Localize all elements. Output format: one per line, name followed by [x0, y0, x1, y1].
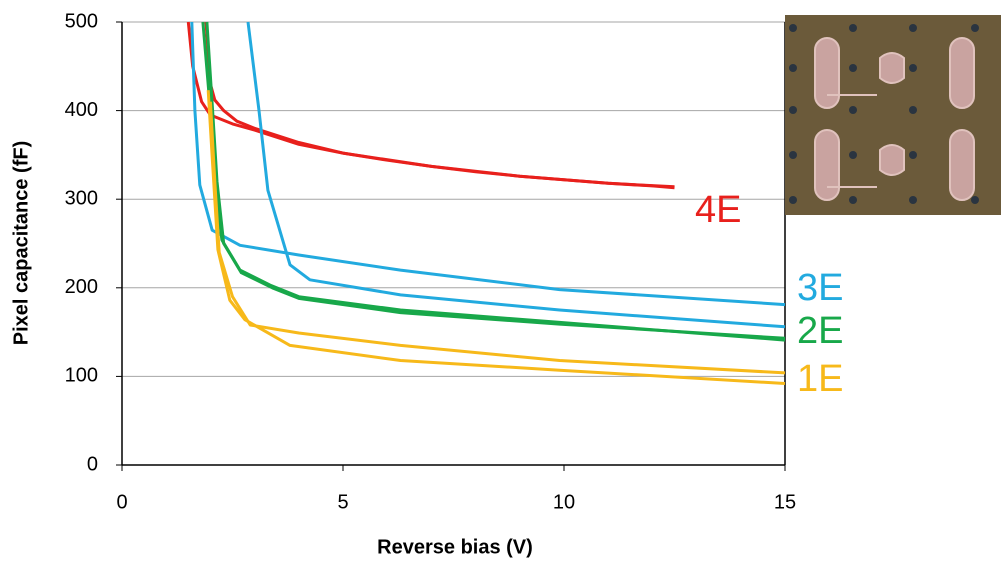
- x-axis-title: Reverse bias (V): [377, 536, 533, 558]
- y-tick-label: 400: [65, 99, 98, 121]
- series-line: [190, 21, 786, 307]
- x-tick-label: 10: [553, 491, 575, 513]
- series-label: 4E: [695, 189, 741, 231]
- series-line: [204, 21, 675, 189]
- y-axis-title: Pixel capacitance (fF): [10, 141, 32, 346]
- y-tick-label: 300: [65, 187, 98, 209]
- x-tick-label: 15: [774, 491, 796, 513]
- x-tick-label: 0: [116, 491, 127, 513]
- y-tick-label: 0: [87, 453, 98, 475]
- series-label: 2E: [797, 310, 843, 352]
- series-line: [201, 21, 786, 342]
- inset-photo: [785, 15, 1001, 215]
- series-line: [208, 101, 786, 375]
- x-tick-label: 5: [337, 491, 348, 513]
- y-tick-label: 500: [65, 10, 98, 32]
- y-tick-label: 200: [65, 276, 98, 298]
- y-tick-label: 100: [65, 365, 98, 387]
- series-label: 3E: [797, 267, 843, 309]
- series-line: [246, 21, 786, 329]
- series-line: [205, 21, 786, 340]
- series-line: [186, 21, 675, 190]
- series-line: [206, 90, 786, 385]
- series-label: 1E: [797, 358, 843, 400]
